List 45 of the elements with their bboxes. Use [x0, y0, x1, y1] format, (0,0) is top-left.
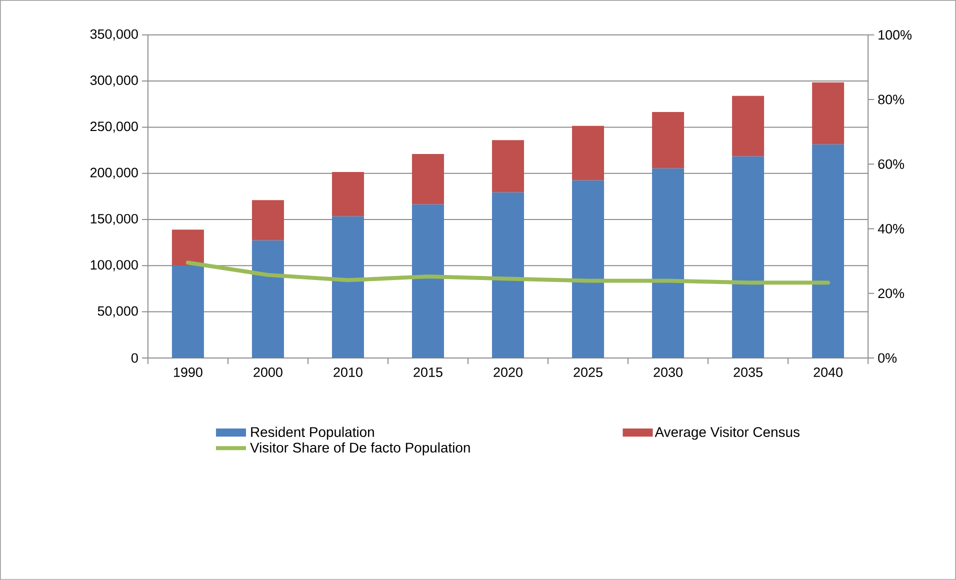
legend-label: Average Visitor Census [654, 426, 800, 440]
x-tick-label: 2020 [494, 368, 522, 378]
bar [412, 154, 444, 204]
bar [332, 216, 364, 358]
y-tick-label: 50,000 [98, 306, 138, 318]
bar [732, 156, 764, 358]
bar [812, 144, 844, 358]
bar [572, 126, 604, 180]
x-tick-label: 2015 [414, 368, 442, 378]
y-tick-label: 350,000 [90, 29, 138, 40]
legend-label: Visitor Share of De facto Population [250, 442, 470, 456]
bar [812, 82, 844, 144]
x-tick-label: 2040 [814, 368, 843, 378]
bar [252, 200, 284, 240]
bar [492, 140, 524, 192]
bar [252, 240, 284, 358]
y-tick-label: 250,000 [90, 122, 138, 133]
y2-tick-label: 0% [878, 353, 897, 363]
y2-tick-label: 100% [878, 30, 912, 40]
bar [492, 192, 524, 358]
bar [732, 96, 764, 156]
legend-label: Resident Population [251, 426, 374, 440]
y2-tick-label: 60% [878, 159, 904, 169]
bar [172, 266, 204, 358]
y-tick-label: 150,000 [90, 214, 138, 226]
y-tick-label: 100,000 [90, 260, 138, 272]
x-tick-label: 2035 [734, 368, 762, 378]
bar [652, 168, 684, 358]
y2-tick-label: 80% [878, 94, 904, 104]
bar [332, 172, 364, 216]
x-tick-label: 2030 [654, 368, 682, 378]
line-series [186, 260, 830, 285]
y-tick-label: 0 [131, 353, 138, 363]
y-tick-label: 300,000 [90, 76, 138, 87]
bar [412, 204, 444, 358]
x-tick-label: 2000 [254, 368, 282, 378]
x-tick-label: 1990 [174, 368, 202, 378]
y-tick-label: 200,000 [90, 168, 138, 179]
x-tick-label: 2010 [334, 368, 362, 378]
y2-tick-label: 40% [878, 224, 904, 234]
x-tick-label: 2025 [574, 368, 602, 378]
bar [652, 112, 684, 168]
bar [172, 230, 204, 266]
bar [572, 180, 604, 358]
y2-tick-label: 20% [878, 288, 904, 298]
